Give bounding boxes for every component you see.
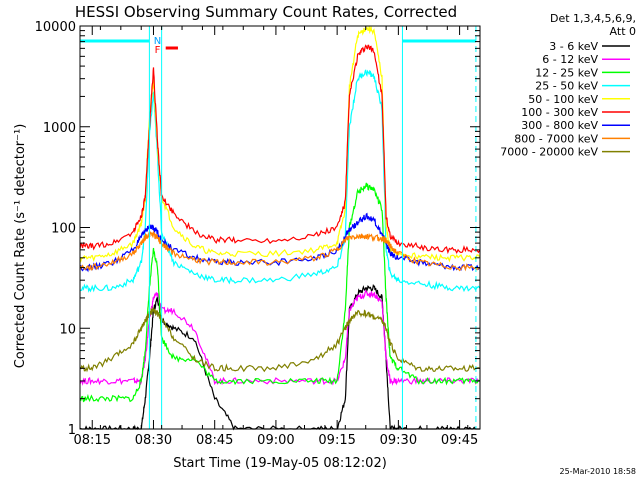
- legend-label: 300 - 800 keV: [521, 119, 598, 132]
- series-line-7: [79, 230, 481, 272]
- footer-date: 25-Mar-2010 18:58: [560, 467, 637, 476]
- chart-title: HESSI Observing Summary Count Rates, Cor…: [75, 3, 457, 21]
- x-axis-label: Start Time (19-May-05 08:12:02): [173, 456, 387, 471]
- series-line-2: [79, 182, 481, 403]
- series-line-5: [79, 44, 481, 255]
- x-tick-label: 08:15: [74, 433, 111, 448]
- flag-label-n: N: [154, 36, 161, 47]
- legend-label: 25 - 50 keV: [535, 80, 598, 93]
- series-line-8: [79, 305, 481, 373]
- y-tick-label: 1: [68, 423, 76, 438]
- y-tick-label: 1000: [43, 121, 76, 136]
- legend-label: 50 - 100 keV: [528, 93, 598, 106]
- x-tick-label: 08:30: [135, 433, 172, 448]
- x-tick-label: 08:45: [196, 433, 233, 448]
- legend-label: 3 - 6 keV: [549, 40, 598, 53]
- series-line-6: [79, 212, 481, 273]
- legend-label: 100 - 300 keV: [521, 106, 598, 119]
- legend-label: 800 - 7000 keV: [514, 132, 598, 145]
- y-axis: 1 10 100 1000 10000: [35, 20, 480, 438]
- x-tick-label: 09:15: [318, 433, 355, 448]
- legend-label: 12 - 25 keV: [535, 66, 598, 79]
- x-tick-label: 09:30: [380, 433, 417, 448]
- y-axis-label: Corrected Count Rate (s⁻¹ detector⁻¹): [13, 124, 28, 369]
- x-tick-label: 09:45: [441, 433, 478, 448]
- series-line-4: [79, 26, 481, 263]
- x-tick-label: 09:00: [257, 433, 294, 448]
- legend-header-line-2: Att 0: [610, 25, 636, 38]
- flag-label-f: F: [155, 45, 161, 56]
- series-line-1: [79, 289, 481, 386]
- legend-header-line-1: Det 1,3,4,5,6,9,: [550, 12, 636, 25]
- plot-area: NF: [79, 26, 481, 431]
- y-tick-label: 10: [59, 322, 76, 337]
- y-tick-label: 100: [51, 222, 76, 237]
- legend-label: 6 - 12 keV: [542, 53, 598, 66]
- y-tick-label: 10000: [35, 20, 76, 35]
- legend-label: 7000 - 20000 keV: [500, 146, 598, 159]
- x-axis: 08:15 08:30 08:45 09:00 09:15 09:30 09:45: [74, 26, 478, 448]
